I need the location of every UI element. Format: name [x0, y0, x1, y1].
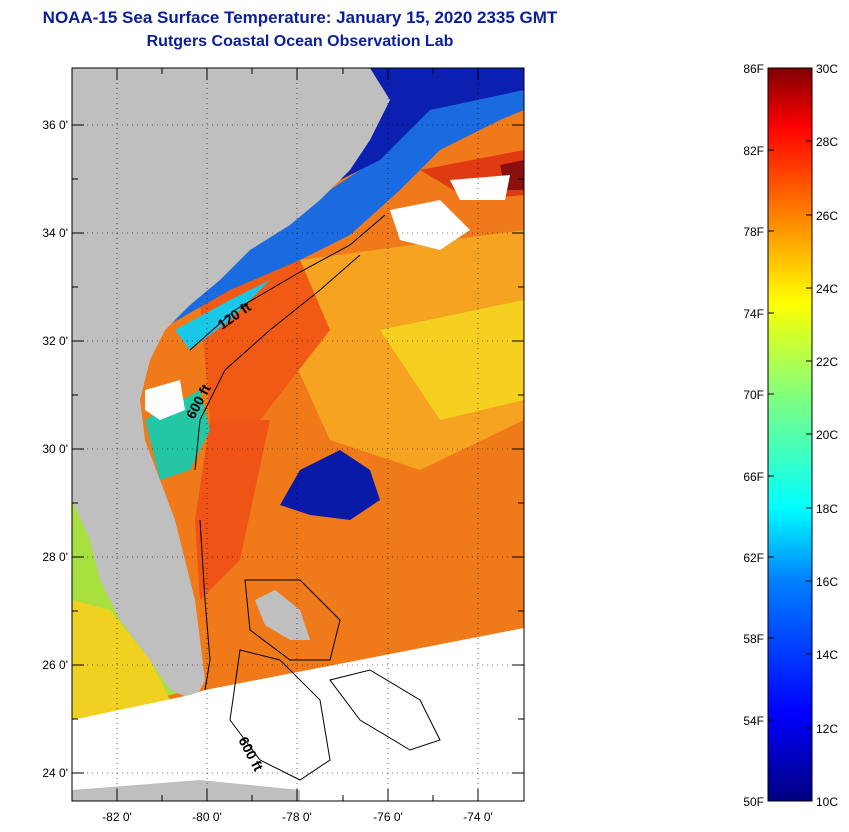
lat-label-26: 26 0': [42, 658, 68, 672]
colorbar-label-70f: 70F: [743, 388, 764, 402]
contour-600ft: [194, 254, 361, 471]
contour-120ft: [189, 214, 386, 351]
colorbar-label-78f: 78F: [743, 225, 764, 239]
colorbar-label-28c: 28C: [816, 135, 839, 149]
no-data-swath: [72, 628, 524, 801]
warm-zone-light: [380, 300, 524, 420]
lat-label-24: 24 0': [42, 766, 68, 780]
cloud-1: [145, 380, 185, 420]
colorbar-label-58f: 58F: [743, 632, 764, 646]
colorbar-label-18c: 18C: [816, 502, 839, 516]
colorbar-label-86f: 86F: [743, 62, 764, 76]
map-area: [72, 68, 524, 801]
contour-andros: [229, 649, 331, 781]
lat-label-36: 36 0': [42, 118, 68, 132]
lat-label-34: 34 0': [42, 226, 68, 240]
colorbar-label-74f: 74F: [743, 307, 764, 321]
land-cuba: [72, 780, 300, 801]
map-title: NOAA-15 Sea Surface Temperature: January…: [42, 8, 558, 27]
colorbar-ticks: [768, 67, 812, 802]
contour-bahamas: [244, 579, 341, 661]
map-border: [71, 67, 525, 802]
colorbar: [767, 67, 813, 802]
lat-label-28: 28 0': [42, 550, 68, 564]
shelf-cyan: [175, 280, 270, 350]
land-mainland: [72, 68, 390, 700]
colorbar-label-50f: 50F: [743, 795, 764, 809]
colorbar-label-22c: 22C: [816, 355, 839, 369]
lat-label-32: 32 0': [42, 334, 68, 348]
lon-label-76: -76 0': [373, 810, 403, 824]
map-ticks: [72, 68, 524, 801]
land-bahamas: [255, 590, 310, 640]
colorbar-label-66f: 66F: [743, 470, 764, 484]
lat-label-30: 30 0': [42, 442, 68, 456]
cloud-3: [450, 175, 510, 200]
cold-shelf-blue: [160, 68, 524, 330]
colorbar-label-10c: 10C: [816, 795, 839, 809]
map-grid: [72, 68, 524, 801]
colorbar-label-20c: 20C: [816, 428, 839, 442]
colorbar-label-62f: 62F: [743, 551, 764, 565]
colorbar-label-12c: 12C: [816, 722, 839, 736]
gulf-shelf-yellow: [72, 600, 170, 720]
colorbar-label-26c: 26C: [816, 209, 839, 223]
lon-label-80: -80 0': [192, 810, 222, 824]
colorbar-label-16c: 16C: [816, 575, 839, 589]
colorbar-label-30c: 30C: [816, 62, 839, 76]
cold-eddy: [280, 450, 380, 520]
cloud-2: [390, 200, 470, 250]
colorbar-label-14c: 14C: [816, 648, 839, 662]
lon-label-74: -74 0': [463, 810, 493, 824]
colorbar-label-24c: 24C: [816, 282, 839, 296]
colorbar-label-82f: 82F: [743, 144, 764, 158]
lon-label-78: -78 0': [282, 810, 312, 824]
gulfstream-red-south: [195, 420, 270, 600]
map-subtitle: Rutgers Coastal Ocean Observation Lab: [146, 33, 454, 50]
contour-exuma: [329, 669, 441, 751]
contour-600ft-south: [199, 519, 211, 691]
colorbar-label-54f: 54F: [743, 714, 764, 728]
lon-label-82: -82 0': [102, 810, 132, 824]
